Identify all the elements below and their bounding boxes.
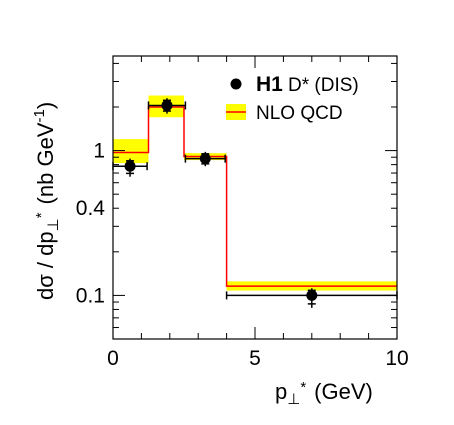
data-marker: [161, 99, 173, 111]
y-title-unit-sup: -1: [31, 109, 48, 122]
x-title-main: p: [275, 379, 287, 404]
data-point-3: [225, 288, 398, 308]
y-axis-title: dσ / dp⊥* (nb GeV-1): [31, 102, 62, 300]
nlo-band-layer: [113, 95, 397, 291]
data-points-layer: [112, 98, 398, 308]
x-axis-title: p⊥* (GeV): [275, 379, 373, 408]
legend-theory-label: NLO QCD: [256, 103, 343, 124]
legend-data-bold: H1: [256, 73, 283, 96]
y-title-unit-post: ): [33, 102, 58, 109]
y-title-sup: *: [33, 212, 50, 218]
y-title-unit-pre: (nb GeV: [33, 122, 58, 204]
x-title-unit: (GeV): [314, 379, 373, 404]
y-title-sub: ⊥: [45, 218, 62, 231]
nlo-central-line: [113, 106, 397, 287]
x-title-sup: *: [300, 379, 306, 396]
tick-labels-layer: 0 5 10 0.1 0.4 1: [76, 140, 409, 370]
ticks-layer: [112, 56, 398, 340]
data-marker: [199, 153, 211, 165]
legend-data-marker: [230, 78, 242, 90]
nlo-line-layer: [113, 106, 397, 287]
x-tick-label: 10: [385, 347, 408, 370]
y-tick-label: 0.4: [76, 197, 106, 220]
y-title-main: dσ / dp: [33, 231, 58, 300]
x-title-sub: ⊥: [287, 391, 300, 408]
data-marker: [306, 289, 318, 301]
data-point-1: [147, 98, 187, 114]
y-tick-label: 1: [93, 140, 105, 163]
x-tick-label: 5: [249, 347, 261, 370]
legend-data-label: D* (DIS): [288, 75, 359, 96]
x-tick-label: 0: [107, 347, 119, 370]
data-marker: [124, 160, 136, 172]
nlo-band-bin-0: [113, 139, 149, 164]
y-tick-label: 0.1: [76, 284, 105, 307]
data-point-2: [184, 151, 226, 167]
legend: H1 D* (DIS) NLO QCD: [226, 73, 359, 124]
